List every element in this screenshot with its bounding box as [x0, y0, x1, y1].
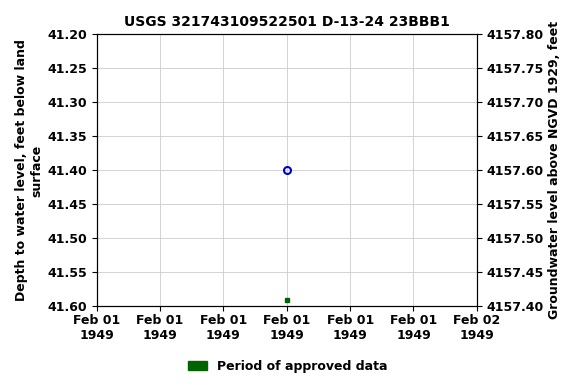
- Y-axis label: Groundwater level above NGVD 1929, feet: Groundwater level above NGVD 1929, feet: [548, 22, 561, 319]
- Title: USGS 321743109522501 D-13-24 23BBB1: USGS 321743109522501 D-13-24 23BBB1: [124, 15, 450, 29]
- Y-axis label: Depth to water level, feet below land
surface: Depth to water level, feet below land su…: [15, 40, 43, 301]
- Legend: Period of approved data: Period of approved data: [183, 355, 393, 378]
